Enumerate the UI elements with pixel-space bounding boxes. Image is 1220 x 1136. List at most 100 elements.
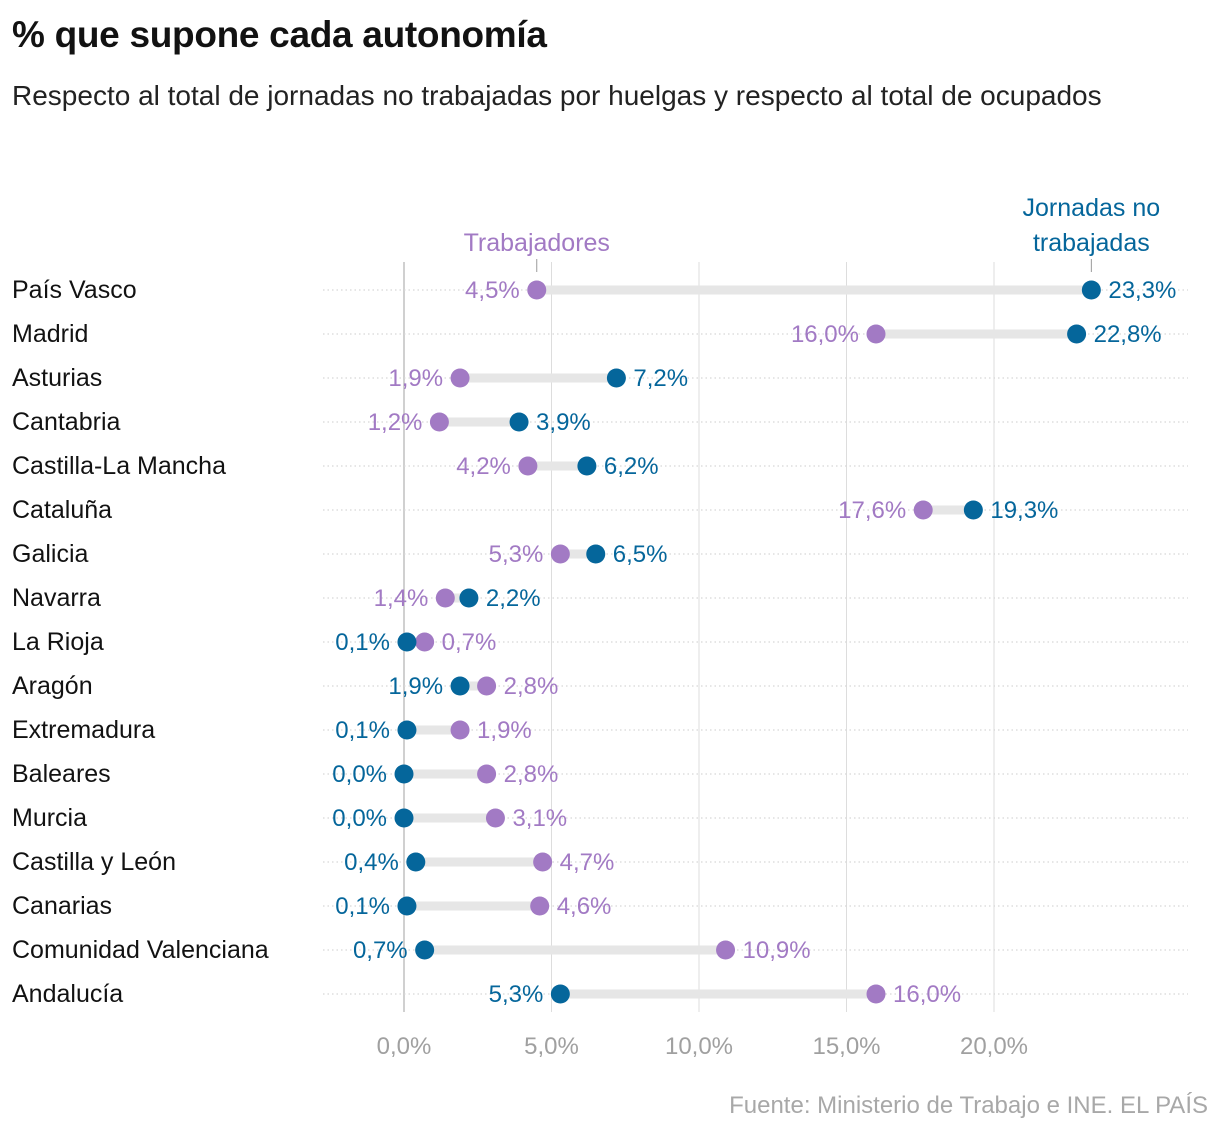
jornadas-value-label: 0,1% xyxy=(335,893,390,920)
category-label: Aragón xyxy=(12,672,93,700)
legend: Trabajadores Jornadas no trabajadas xyxy=(464,194,1161,272)
jornadas-value-label: 0,0% xyxy=(332,805,387,832)
trabajadores-value-label: 16,0% xyxy=(893,981,961,1008)
trabajadores-point xyxy=(450,720,470,740)
jornadas-value-label: 22,8% xyxy=(1094,321,1162,348)
category-label: Cataluña xyxy=(12,496,112,524)
legend-jornadas-line2: trabajadas xyxy=(1033,229,1150,257)
trabajadores-value-label: 4,6% xyxy=(557,893,612,920)
jornadas-point xyxy=(394,808,414,828)
category-label: La Rioja xyxy=(12,628,104,656)
jornadas-value-label: 6,2% xyxy=(604,453,659,480)
connectors xyxy=(404,285,1092,999)
trabajadores-value-label: 2,8% xyxy=(504,673,559,700)
trabajadores-point xyxy=(866,324,886,344)
trabajadores-point xyxy=(429,412,449,432)
trabajadores-value-label: 5,3% xyxy=(489,541,544,568)
trabajadores-value-label: 16,0% xyxy=(791,321,859,348)
x-tick-label: 5,0% xyxy=(524,1033,579,1060)
source-note: Fuente: Ministerio de Trabajo e INE. EL … xyxy=(729,1092,1208,1119)
markers xyxy=(394,280,1101,1004)
trabajadores-point xyxy=(477,764,497,784)
category-label: Galicia xyxy=(12,540,89,568)
x-tick-label: 0,0% xyxy=(377,1033,432,1060)
x-axis: 0,0% 5,0% 10,0% 15,0% 20,0% xyxy=(377,1033,1028,1060)
category-label: Madrid xyxy=(12,320,88,348)
jornadas-value-label: 7,2% xyxy=(633,365,688,392)
trabajadores-point xyxy=(518,456,538,476)
legend-trabajadores: Trabajadores xyxy=(464,229,610,257)
trabajadores-value-label: 1,2% xyxy=(368,409,423,436)
category-label: País Vasco xyxy=(12,276,137,304)
trabajadores-point xyxy=(527,280,547,300)
x-tick-label: 10,0% xyxy=(665,1033,733,1060)
trabajadores-value-label: 17,6% xyxy=(838,497,906,524)
trabajadores-point xyxy=(485,808,505,828)
jornadas-value-label: 23,3% xyxy=(1108,277,1176,304)
jornadas-point xyxy=(397,632,417,652)
category-label: Asturias xyxy=(12,364,102,392)
category-label: Cantabria xyxy=(12,408,120,436)
trabajadores-value-label: 1,4% xyxy=(374,585,429,612)
jornadas-point xyxy=(450,676,470,696)
jornadas-point xyxy=(606,368,626,388)
trabajadores-point xyxy=(866,984,886,1004)
trabajadores-point xyxy=(450,368,470,388)
trabajadores-point xyxy=(913,500,933,520)
trabajadores-point xyxy=(533,852,553,872)
trabajadores-point xyxy=(530,896,550,916)
category-label: Navarra xyxy=(12,584,101,612)
jornadas-point xyxy=(415,940,435,960)
jornadas-point xyxy=(963,500,983,520)
category-label: Castilla-La Mancha xyxy=(12,452,226,480)
trabajadores-value-label: 2,8% xyxy=(504,761,559,788)
jornadas-value-label: 0,7% xyxy=(353,937,408,964)
category-label: Extremadura xyxy=(12,716,155,744)
category-label: Canarias xyxy=(12,892,112,920)
jornadas-value-label: 2,2% xyxy=(486,585,541,612)
jornadas-point xyxy=(394,764,414,784)
jornadas-point xyxy=(550,984,570,1004)
category-label: Andalucía xyxy=(12,980,123,1008)
jornadas-point xyxy=(397,720,417,740)
jornadas-value-label: 5,3% xyxy=(489,981,544,1008)
trabajadores-value-label: 4,5% xyxy=(465,277,520,304)
jornadas-value-label: 0,1% xyxy=(335,629,390,656)
jornadas-point xyxy=(509,412,529,432)
trabajadores-point xyxy=(550,544,570,564)
trabajadores-point xyxy=(435,588,455,608)
jornadas-point xyxy=(397,896,417,916)
labels: País Vasco 4,5% 23,3% Madrid 16,0% 22,8% Astur… xyxy=(12,276,1176,1008)
legend-jornadas-line1: Jornadas no xyxy=(1023,194,1161,222)
x-tick-label: 15,0% xyxy=(812,1033,880,1060)
trabajadores-value-label: 4,7% xyxy=(560,849,615,876)
jornadas-value-label: 0,1% xyxy=(335,717,390,744)
trabajadores-value-label: 3,1% xyxy=(512,805,567,832)
jornadas-value-label: 6,5% xyxy=(613,541,668,568)
category-label: Baleares xyxy=(12,760,111,788)
trabajadores-point xyxy=(415,632,435,652)
jornadas-point xyxy=(406,852,426,872)
jornadas-point xyxy=(577,456,597,476)
chart-subtitle: Respecto al total de jornadas no trabaja… xyxy=(12,80,1102,111)
jornadas-value-label: 0,0% xyxy=(332,761,387,788)
category-label: Comunidad Valenciana xyxy=(12,936,269,964)
chart-title: % que supone cada autonomía xyxy=(12,14,547,55)
jornadas-point xyxy=(586,544,606,564)
trabajadores-value-label: 1,9% xyxy=(477,717,532,744)
jornadas-value-label: 0,4% xyxy=(344,849,399,876)
category-label: Murcia xyxy=(12,804,87,832)
trabajadores-value-label: 10,9% xyxy=(743,937,811,964)
category-label: Castilla y León xyxy=(12,848,176,876)
trabajadores-value-label: 1,9% xyxy=(388,365,443,392)
jornadas-value-label: 19,3% xyxy=(990,497,1058,524)
jornadas-point xyxy=(459,588,479,608)
trabajadores-point xyxy=(716,940,736,960)
trabajadores-value-label: 0,7% xyxy=(442,629,497,656)
trabajadores-value-label: 4,2% xyxy=(456,453,511,480)
jornadas-point xyxy=(1067,324,1087,344)
trabajadores-point xyxy=(477,676,497,696)
jornadas-point xyxy=(1081,280,1101,300)
x-tick-label: 20,0% xyxy=(960,1033,1028,1060)
jornadas-value-label: 1,9% xyxy=(388,673,443,700)
